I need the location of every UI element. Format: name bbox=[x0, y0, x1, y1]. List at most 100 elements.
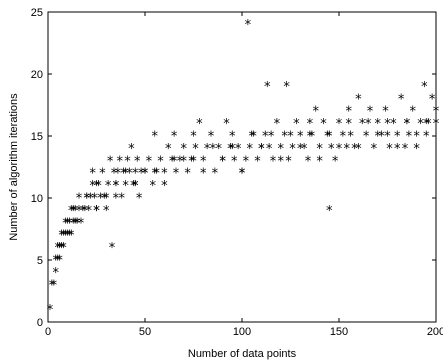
data-point: * bbox=[76, 192, 83, 207]
data-point: * bbox=[58, 241, 65, 256]
data-point: * bbox=[49, 278, 56, 293]
data-point: * bbox=[423, 130, 430, 145]
data-point: * bbox=[219, 154, 226, 169]
data-point: * bbox=[82, 204, 89, 219]
data-point: * bbox=[190, 130, 197, 145]
data-point: * bbox=[345, 105, 352, 120]
data-point: * bbox=[223, 117, 230, 132]
data-point: * bbox=[103, 192, 110, 207]
y-tick-label: 20 bbox=[31, 69, 43, 81]
data-point: * bbox=[316, 154, 323, 169]
data-point: * bbox=[394, 142, 401, 157]
data-point: * bbox=[406, 130, 413, 145]
data-point: * bbox=[371, 142, 378, 157]
data-point: * bbox=[130, 179, 137, 194]
data-point: * bbox=[384, 130, 391, 145]
y-tick-label: 0 bbox=[37, 317, 43, 329]
data-point: * bbox=[235, 142, 242, 157]
data-point: * bbox=[60, 229, 67, 244]
data-point: * bbox=[305, 154, 312, 169]
data-point: * bbox=[181, 154, 188, 169]
data-point: * bbox=[433, 117, 440, 132]
data-point: * bbox=[132, 179, 139, 194]
data-point: * bbox=[76, 204, 83, 219]
data-point: * bbox=[177, 154, 184, 169]
data-point: * bbox=[62, 216, 69, 231]
data-point: * bbox=[309, 130, 316, 145]
data-point: * bbox=[66, 229, 73, 244]
data-point: * bbox=[74, 216, 81, 231]
data-point: * bbox=[93, 179, 100, 194]
data-point: * bbox=[262, 130, 269, 145]
data-point: * bbox=[367, 105, 374, 120]
data-point: * bbox=[219, 154, 226, 169]
data-point: * bbox=[289, 142, 296, 157]
y-tick-label: 10 bbox=[31, 193, 43, 205]
data-point: * bbox=[250, 130, 257, 145]
data-point: * bbox=[278, 154, 285, 169]
data-point: * bbox=[113, 179, 120, 194]
data-point: * bbox=[281, 130, 288, 145]
data-point: * bbox=[390, 117, 397, 132]
data-point: * bbox=[115, 167, 122, 182]
data-point: * bbox=[113, 192, 120, 207]
data-point: * bbox=[192, 142, 199, 157]
plot-area bbox=[47, 11, 437, 323]
data-point: * bbox=[113, 179, 120, 194]
data-point: * bbox=[274, 117, 281, 132]
y-axis-label: Number of algorithm iterations bbox=[8, 93, 20, 241]
data-point: * bbox=[68, 229, 75, 244]
data-point: * bbox=[200, 167, 207, 182]
data-point: * bbox=[105, 179, 112, 194]
data-point: * bbox=[386, 142, 393, 157]
data-point: * bbox=[126, 167, 133, 182]
data-point: * bbox=[132, 167, 139, 182]
data-point: * bbox=[95, 179, 102, 194]
data-point: * bbox=[247, 142, 254, 157]
data-point: * bbox=[150, 179, 157, 194]
data-point: * bbox=[111, 167, 118, 182]
data-point: * bbox=[93, 204, 100, 219]
data-point: * bbox=[258, 142, 265, 157]
data-point: * bbox=[153, 167, 160, 182]
data-point: * bbox=[66, 216, 73, 231]
data-point: * bbox=[215, 142, 222, 157]
data-point: * bbox=[196, 117, 203, 132]
data-point: * bbox=[258, 142, 265, 157]
data-point: * bbox=[297, 142, 304, 157]
data-point: * bbox=[161, 179, 168, 194]
data-point: * bbox=[307, 130, 314, 145]
data-point: * bbox=[56, 241, 63, 256]
data-point: * bbox=[336, 117, 343, 132]
data-point: * bbox=[229, 130, 236, 145]
data-point: * bbox=[151, 167, 158, 182]
y-tick-label: 25 bbox=[31, 7, 43, 19]
data-point: * bbox=[398, 92, 405, 107]
data-point: * bbox=[293, 117, 300, 132]
data-point: * bbox=[47, 303, 54, 318]
data-point: * bbox=[413, 130, 420, 145]
data-point: * bbox=[324, 130, 331, 145]
data-point: * bbox=[53, 254, 60, 269]
data-point: * bbox=[64, 216, 71, 231]
data-point: * bbox=[382, 105, 389, 120]
data-point: * bbox=[107, 154, 114, 169]
y-tick-label: 5 bbox=[37, 255, 43, 267]
data-point: * bbox=[433, 105, 440, 120]
data-point: * bbox=[87, 192, 94, 207]
data-point: * bbox=[138, 167, 145, 182]
data-point: * bbox=[53, 266, 60, 281]
data-point: * bbox=[423, 117, 430, 132]
data-point: * bbox=[70, 216, 77, 231]
data-point: * bbox=[328, 142, 335, 157]
data-point: * bbox=[171, 154, 178, 169]
x-axis-ticks: 0 50 100 150 200 bbox=[45, 12, 443, 338]
data-point: * bbox=[270, 154, 277, 169]
data-point: * bbox=[204, 142, 211, 157]
data-point: * bbox=[248, 130, 255, 145]
data-point: * bbox=[99, 167, 106, 182]
data-point: * bbox=[89, 179, 96, 194]
data-point: * bbox=[181, 142, 188, 157]
data-point: * bbox=[320, 117, 327, 132]
data-point: * bbox=[165, 142, 172, 157]
